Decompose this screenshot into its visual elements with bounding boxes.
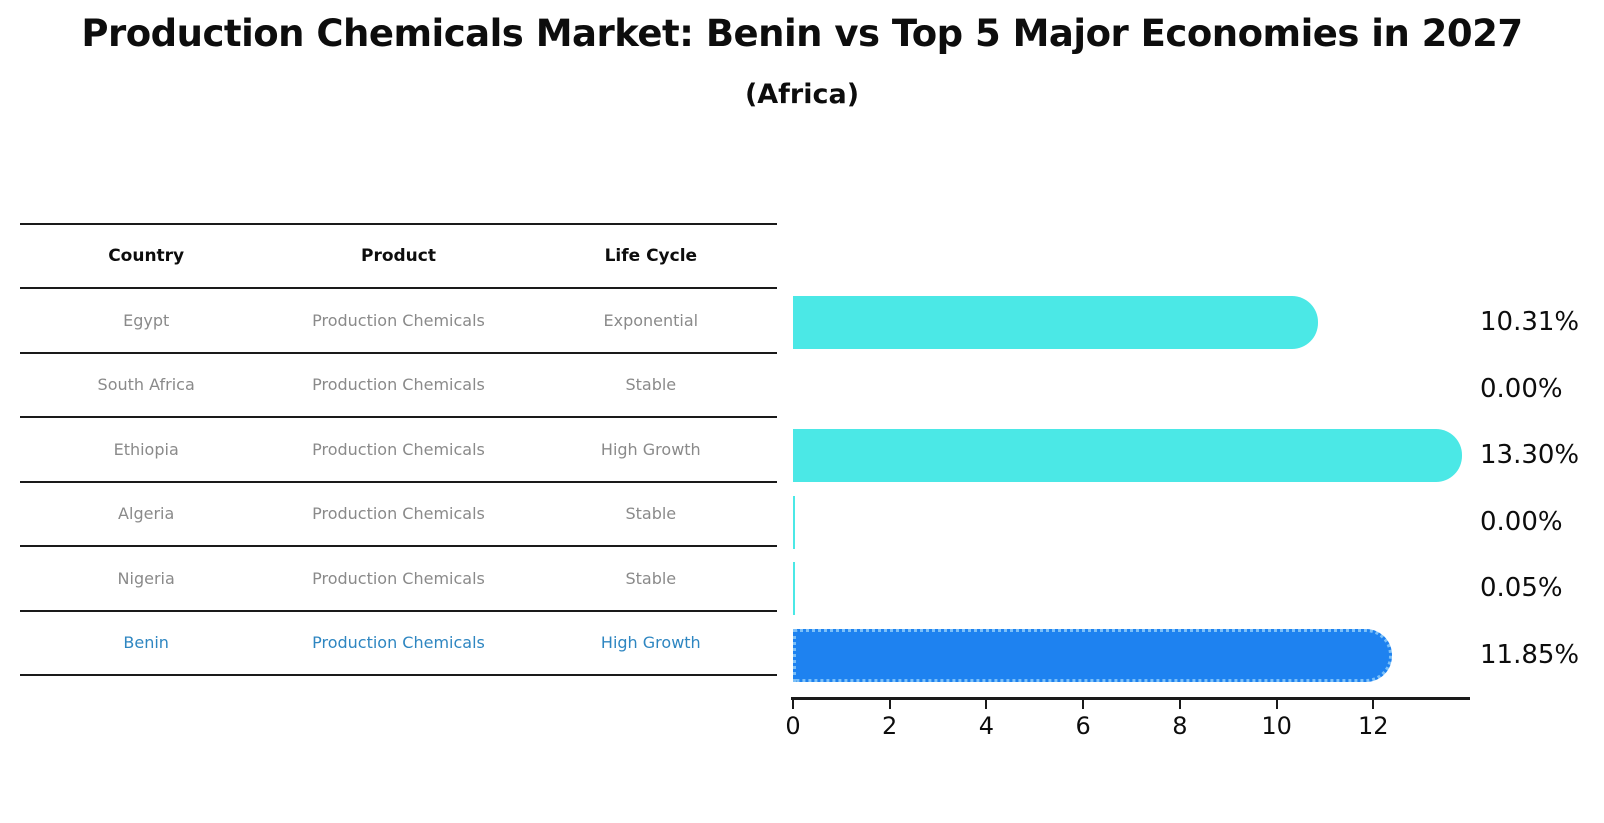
x-tick [1178,699,1181,709]
value-label-nigeria: 0.05% [1480,573,1563,604]
bar-plot-area [793,289,1470,689]
x-tick [888,699,891,709]
bar-row [793,628,1393,682]
cell-country: Ethiopia [113,439,179,459]
table-header-row: Country Product Life Cycle [20,225,777,289]
x-tick [1372,699,1375,709]
value-label-egypt: 10.31% [1480,307,1580,337]
value-label-ethiopia: 13.30% [1480,440,1580,471]
cell-product: Production Chemicals [312,568,485,588]
x-tick [1275,699,1278,709]
chart-title: Production Chemicals Market: Benin vs To… [81,12,1523,55]
value-label-benin: 11.85% [1480,640,1580,670]
cell-product: Production Chemicals [312,633,485,653]
x-tick-label: 12 [1358,712,1389,740]
x-tick-label: 10 [1261,712,1292,740]
bar-benin-highlighted [793,628,1393,682]
value-label-south-africa: 0.00% [1480,373,1563,404]
x-tick [1082,699,1085,709]
bar-row [793,495,795,549]
cell-life-cycle: Stable [625,504,677,524]
x-tick-label: 0 [785,712,801,740]
cell-life-cycle: High Growth [600,439,701,459]
cell-country: South Africa [97,375,195,395]
bar-ethiopia [793,429,1463,482]
x-tick-label: 8 [1172,712,1188,740]
column-header-country: Country [108,246,185,266]
table-row-highlighted: Benin Production Chemicals High Growth [20,612,777,676]
cell-country: Benin [123,633,169,653]
bar-row [793,562,796,616]
table-row: South Africa Production Chemicals Stable [20,354,777,418]
cell-country: Nigeria [117,568,175,588]
column-header-life-cycle: Life Cycle [604,246,698,266]
bar-egypt [793,295,1318,349]
table-row: Algeria Production Chemicals Stable [20,483,777,547]
bar-row [793,295,1318,349]
x-tick-label: 6 [1075,712,1091,740]
column-header-product: Product [360,246,436,266]
cell-country: Egypt [123,310,170,330]
cell-product: Production Chemicals [312,310,485,330]
x-axis: 0 2 4 6 8 10 12 [785,699,1470,759]
bar-row [793,429,1463,482]
cell-product: Production Chemicals [312,439,485,459]
value-label-algeria: 0.00% [1480,506,1563,537]
cell-country: Algeria [118,504,175,524]
table-row: Ethiopia Production Chemicals High Growt… [20,418,777,483]
table-row: Nigeria Production Chemicals Stable [20,547,777,612]
bar-nigeria [793,562,796,616]
cell-life-cycle: High Growth [600,633,701,653]
cell-life-cycle: Exponential [603,310,699,330]
table-row: Egypt Production Chemicals Exponential [20,289,777,354]
x-axis-line [791,697,1470,700]
x-tick [792,699,794,709]
x-tick [985,699,988,709]
x-tick-label: 4 [978,712,995,740]
x-tick-label: 2 [882,712,898,740]
chart-subtitle: (Africa) [744,79,860,110]
cell-life-cycle: Stable [625,568,677,588]
country-info-table: Country Product Life Cycle Egypt Product… [20,223,777,676]
cell-product: Production Chemicals [312,375,485,395]
bar-algeria [793,495,795,549]
cell-product: Production Chemicals [312,504,485,524]
cell-life-cycle: Stable [625,375,677,395]
